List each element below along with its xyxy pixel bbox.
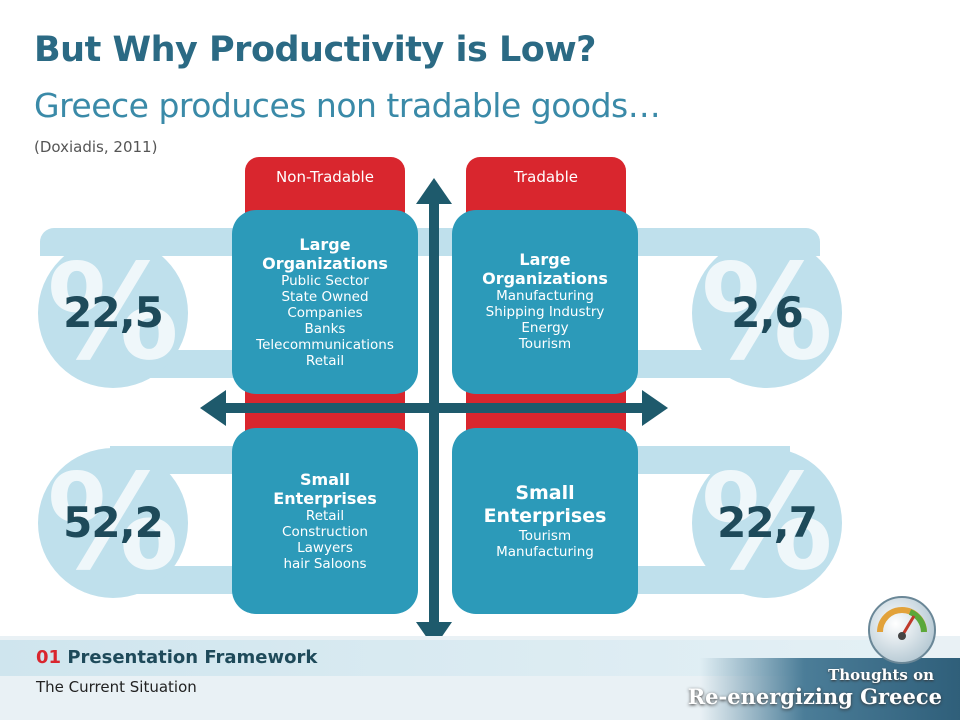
horizontal-axis-line [222, 403, 646, 413]
section-number: 01 [36, 647, 61, 668]
quadrant-item: Tourism [519, 528, 571, 544]
arrow-up-icon [416, 178, 452, 204]
arrow-left-icon [200, 390, 226, 426]
quadrant-item: Banks [305, 321, 346, 337]
brand-line-2: Re-energizing Greece [688, 684, 942, 709]
quadrant-heading: Enterprises [484, 505, 607, 528]
section-title: Presentation Framework [67, 647, 317, 668]
quadrant-item: Telecommunications [256, 337, 394, 353]
quadrant-heading: Organizations [482, 269, 608, 288]
quadrant-heading: Small [300, 470, 350, 489]
quadrant-heading: Large [519, 250, 570, 269]
quadrant-heading: Small [515, 482, 574, 505]
quadrant-item: Companies [287, 305, 362, 321]
footer-subsection: The Current Situation [36, 678, 197, 696]
quadrant-item: hair Saloons [283, 556, 366, 572]
quadrant-item: Public Sector [281, 273, 369, 289]
quadrant-item: Manufacturing [496, 288, 594, 304]
vertical-axis-line [429, 200, 439, 628]
arrow-right-icon [642, 390, 668, 426]
gauge-needle-icon [870, 598, 934, 662]
quadrant-item: Retail [306, 508, 344, 524]
footer-section-title: 01 Presentation Framework [36, 647, 317, 668]
quadrant-item: Shipping Industry [486, 304, 605, 320]
quadrant-heading: Large [299, 235, 350, 254]
quadrant-heading: Enterprises [273, 489, 376, 508]
quadrant-tradable-small: Small Enterprises Tourism Manufacturing [452, 428, 638, 614]
gauge-logo-icon [868, 596, 936, 664]
quadrant-item: Manufacturing [496, 544, 594, 560]
quadrant-item: State Owned [281, 289, 368, 305]
quadrant-item: Energy [521, 320, 568, 336]
quadrant-heading: Organizations [262, 254, 388, 273]
quadrant-tradable-large: Large Organizations Manufacturing Shippi… [452, 210, 638, 394]
quadrant-nontradable-small: Small Enterprises Retail Construction La… [232, 428, 418, 614]
quadrant-item: Construction [282, 524, 368, 540]
quadrant-item: Tourism [519, 336, 571, 352]
brand-line-1: Thoughts on [828, 666, 934, 684]
quadrant-item: Lawyers [297, 540, 353, 556]
quadrant-nontradable-large: Large Organizations Public Sector State … [232, 210, 418, 394]
quadrant-item: Retail [306, 353, 344, 369]
